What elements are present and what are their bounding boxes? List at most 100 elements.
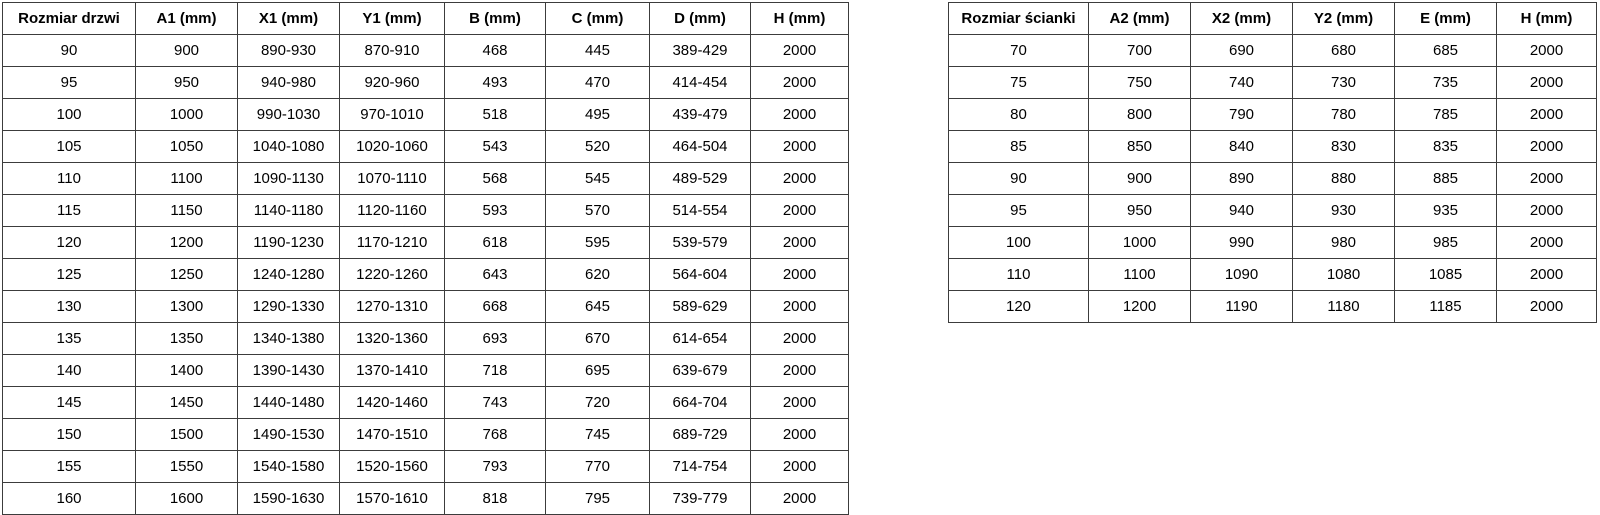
table-cell: 1090 xyxy=(1190,258,1293,291)
table-cell: 2000 xyxy=(1496,226,1597,259)
table-cell: 900 xyxy=(135,34,238,67)
table-cell: 115 xyxy=(2,194,136,227)
table-cell: 2000 xyxy=(1496,66,1597,99)
table-cell: 639-679 xyxy=(649,354,751,387)
table-cell: 414-454 xyxy=(649,66,751,99)
table-cell: 890-930 xyxy=(237,34,340,67)
table-cell: 850 xyxy=(1088,130,1191,163)
table-cell: 643 xyxy=(444,258,546,291)
table-cell: 589-629 xyxy=(649,290,751,323)
table-cell: 568 xyxy=(444,162,546,195)
table-cell: 2000 xyxy=(1496,290,1597,323)
table-cell: 890 xyxy=(1190,162,1293,195)
table-cell: 545 xyxy=(545,162,650,195)
table-cell: 745 xyxy=(545,418,650,451)
table-cell: 970-1010 xyxy=(339,98,445,131)
table-cell: 950 xyxy=(1088,194,1191,227)
table-cell: 1290-1330 xyxy=(237,290,340,323)
table-cell: 1070-1110 xyxy=(339,162,445,195)
table-cell: 105 xyxy=(2,130,136,163)
table-row: 90 900 890-930 870-910 468 445 389-429 2000 xyxy=(2,34,849,67)
table-row: 130 1300 1290-1330 1270-1310 668 645 589-629 20… xyxy=(2,290,849,323)
table-cell: 2000 xyxy=(750,66,849,99)
column-header: H (mm) xyxy=(750,2,849,35)
table-cell: 543 xyxy=(444,130,546,163)
table-cell: 2000 xyxy=(750,386,849,419)
table-cell: 695 xyxy=(545,354,650,387)
table-cell: 1090-1130 xyxy=(237,162,340,195)
table-cell: 1340-1380 xyxy=(237,322,340,355)
table-cell: 539-579 xyxy=(649,226,751,259)
table-cell: 614-654 xyxy=(649,322,751,355)
table-cell: 518 xyxy=(444,98,546,131)
table-cell: 2000 xyxy=(1496,194,1597,227)
table-cell: 790 xyxy=(1190,98,1293,131)
table-cell: 818 xyxy=(444,482,546,515)
table-cell: 795 xyxy=(545,482,650,515)
table-cell: 1140-1180 xyxy=(237,194,340,227)
table-cell: 1390-1430 xyxy=(237,354,340,387)
table-cell: 120 xyxy=(948,290,1089,323)
table-row: 120 1200 1190-1230 1170-1210 618 595 539-579 20… xyxy=(2,226,849,259)
table-cell: 2000 xyxy=(750,34,849,67)
table-cell: 1350 xyxy=(135,322,238,355)
table-cell: 2000 xyxy=(750,418,849,451)
table-cell: 718 xyxy=(444,354,546,387)
table-cell: 1170-1210 xyxy=(339,226,445,259)
table-cell: 685 xyxy=(1394,34,1497,67)
table-cell: 470 xyxy=(545,66,650,99)
table-cell: 1570-1610 xyxy=(339,482,445,515)
table-cell: 140 xyxy=(2,354,136,387)
table-cell: 1490-1530 xyxy=(237,418,340,451)
table-cell: 495 xyxy=(545,98,650,131)
table-cell: 2000 xyxy=(750,130,849,163)
table-cell: 770 xyxy=(545,450,650,483)
table-cell: 1185 xyxy=(1394,290,1497,323)
table-row: 85 850 840 830 835 2000 xyxy=(948,130,1597,163)
table-cell: 920-960 xyxy=(339,66,445,99)
table-cell: 85 xyxy=(948,130,1089,163)
table-cell: 990-1030 xyxy=(237,98,340,131)
table-cell: 743 xyxy=(444,386,546,419)
table-cell: 714-754 xyxy=(649,450,751,483)
table-row: 95 950 940-980 920-960 493 470 414-454 2000 xyxy=(2,66,849,99)
table-row: 70 700 690 680 685 2000 xyxy=(948,34,1597,67)
table-cell: 100 xyxy=(2,98,136,131)
table-cell: 1150 xyxy=(135,194,238,227)
table-row: 90 900 890 880 885 2000 xyxy=(948,162,1597,195)
table-cell: 155 xyxy=(2,450,136,483)
wall-table-header-row: Rozmiar ścianki A2 (mm) X2 (mm) Y2 (mm) E (m… xyxy=(948,2,1597,35)
table-cell: 950 xyxy=(135,66,238,99)
table-cell: 1440-1480 xyxy=(237,386,340,419)
table-cell: 680 xyxy=(1292,34,1395,67)
table-cell: 1370-1410 xyxy=(339,354,445,387)
table-cell: 493 xyxy=(444,66,546,99)
table-row: 75 750 740 730 735 2000 xyxy=(948,66,1597,99)
table-cell: 793 xyxy=(444,450,546,483)
table-cell: 700 xyxy=(1088,34,1191,67)
table-cell: 618 xyxy=(444,226,546,259)
table-cell: 464-504 xyxy=(649,130,751,163)
table-cell: 120 xyxy=(2,226,136,259)
table-cell: 835 xyxy=(1394,130,1497,163)
table-cell: 489-529 xyxy=(649,162,751,195)
table-row: 155 1550 1540-1580 1520-1560 793 770 714-754 20… xyxy=(2,450,849,483)
table-cell: 1180 xyxy=(1292,290,1395,323)
table-cell: 1190 xyxy=(1190,290,1293,323)
table-cell: 1270-1310 xyxy=(339,290,445,323)
table-cell: 110 xyxy=(948,258,1089,291)
column-header: E (mm) xyxy=(1394,2,1497,35)
table-cell: 1550 xyxy=(135,450,238,483)
column-header: A1 (mm) xyxy=(135,2,238,35)
table-cell: 2000 xyxy=(750,226,849,259)
wall-sizes-table: Rozmiar ścianki A2 (mm) X2 (mm) Y2 (mm) E (m… xyxy=(948,2,1597,323)
table-cell: 595 xyxy=(545,226,650,259)
table-cell: 70 xyxy=(948,34,1089,67)
table-cell: 135 xyxy=(2,322,136,355)
table-cell: 1190-1230 xyxy=(237,226,340,259)
column-header: Rozmiar ścianki xyxy=(948,2,1089,35)
table-row: 105 1050 1040-1080 1020-1060 543 520 464-504 20… xyxy=(2,130,849,163)
table-row: 140 1400 1390-1430 1370-1410 718 695 639-679 20… xyxy=(2,354,849,387)
table-row: 160 1600 1590-1630 1570-1610 818 795 739-779 20… xyxy=(2,482,849,515)
column-header: H (mm) xyxy=(1496,2,1597,35)
